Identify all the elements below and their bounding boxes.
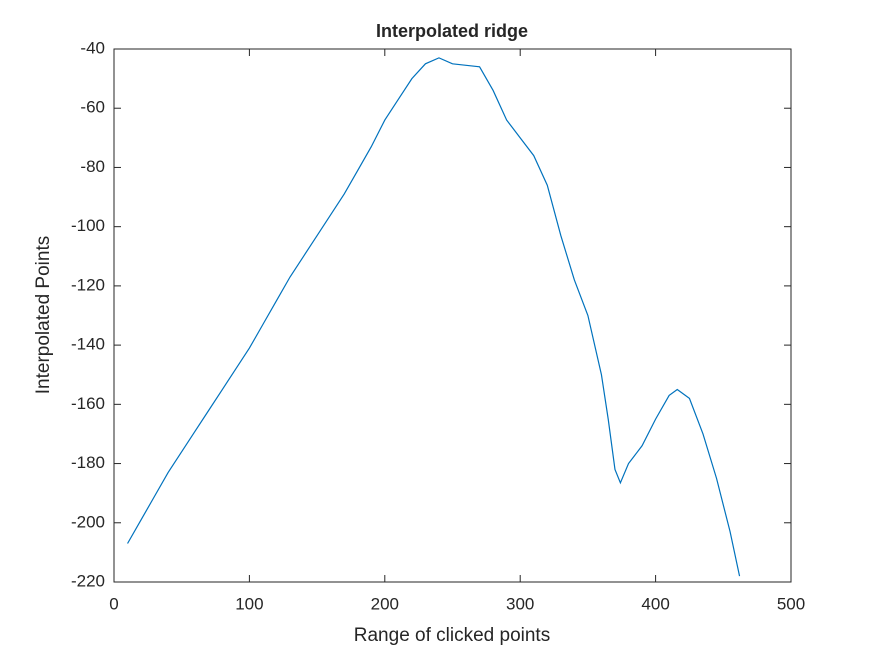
y-tick-label: -80 — [80, 157, 105, 176]
x-tick-label: 300 — [506, 594, 534, 613]
y-tick-label: -100 — [71, 216, 105, 235]
x-tick-label: 500 — [777, 594, 805, 613]
x-axis-label: Range of clicked points — [354, 625, 550, 646]
x-tick-label: 400 — [641, 594, 669, 613]
y-axis-label: Interpolated Points — [33, 236, 54, 394]
y-tick-label: -180 — [71, 453, 105, 472]
y-tick-label: -40 — [80, 38, 105, 57]
x-tick-label: 200 — [371, 594, 399, 613]
y-tick-label: -140 — [71, 335, 105, 354]
axes-box — [113, 48, 792, 583]
y-tick-label: -60 — [80, 98, 105, 117]
x-tick-label: 100 — [235, 594, 263, 613]
y-tick-label: -220 — [71, 571, 105, 590]
chart-title: Interpolated ridge — [376, 21, 528, 41]
y-tick-label: -120 — [71, 275, 105, 294]
y-tick-label: -200 — [71, 512, 105, 531]
x-tick-label: 0 — [109, 594, 118, 613]
line — [127, 57, 741, 577]
y-tick-label: -160 — [71, 394, 105, 413]
